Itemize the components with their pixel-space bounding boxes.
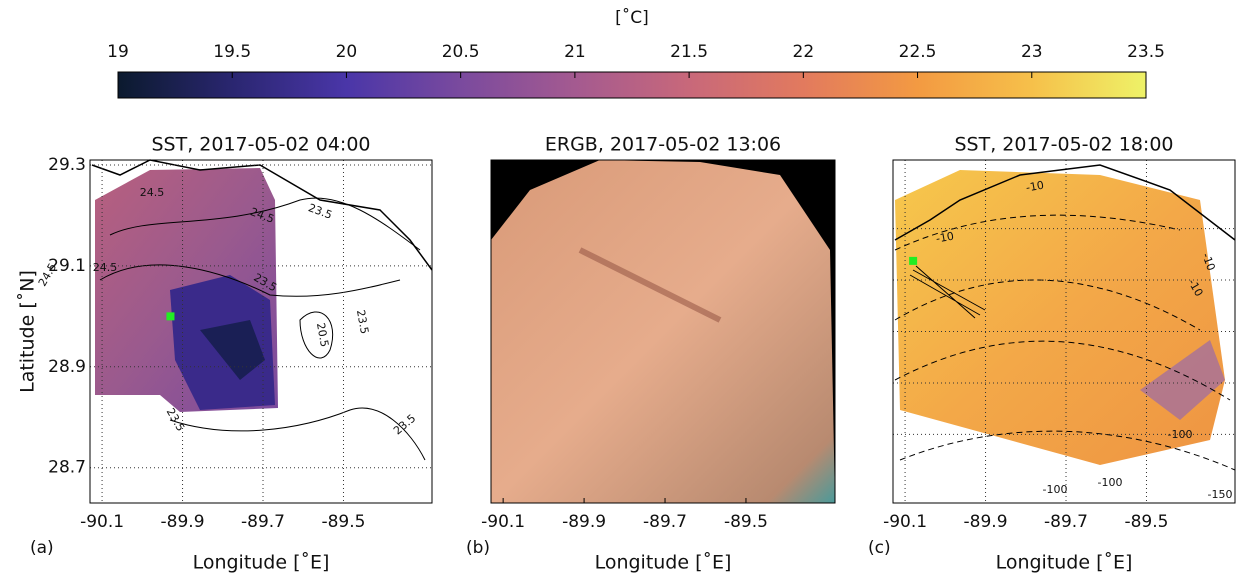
x-tick-label: -89.5 — [321, 512, 365, 532]
colorbar-label: [˚C] — [615, 7, 649, 28]
contour-label: 23.5 — [391, 412, 418, 438]
panel-label: (c) — [868, 538, 891, 558]
x-tick-label: -90.1 — [481, 512, 525, 532]
colorbar-tick-label: 19.5 — [213, 42, 251, 62]
colorbar-tick-label: 21.5 — [670, 42, 708, 62]
x-tick-label: -89.7 — [1044, 512, 1088, 532]
y-tick-label: 28.7 — [48, 458, 86, 478]
x-axis-label: Longitude [˚E] — [193, 552, 330, 574]
contour-label: -100 — [1168, 428, 1193, 441]
panel-title: ERGB, 2017-05-02 13:06 — [545, 134, 781, 156]
x-axis-label: Longitude [˚E] — [595, 552, 732, 574]
site-marker — [166, 312, 174, 320]
x-tick-label: -89.9 — [964, 512, 1008, 532]
figure: [˚C] 19 19.5 20 20.5 21 21.5 22 22.5 23 23.5 SST, 2… — [0, 0, 1242, 580]
colorbar-tick-label: 22 — [793, 42, 815, 62]
colorbar-tick-label: 23 — [1021, 42, 1043, 62]
colorbar-tick-label: 20 — [336, 42, 358, 62]
y-axis-label: Latitude [˚N] — [17, 270, 39, 393]
x-tick-label: -90.1 — [80, 512, 124, 532]
contour-label: -100 — [1043, 483, 1068, 496]
x-tick-label: -89.7 — [241, 512, 285, 532]
contour-label: 24.5 — [140, 186, 165, 199]
x-tick-label: -89.7 — [643, 512, 687, 532]
colorbar — [118, 72, 1146, 98]
y-tick-label: 29.3 — [48, 155, 86, 175]
x-tick-label: -90.1 — [883, 512, 927, 532]
x-axis-label: Longitude [˚E] — [996, 552, 1133, 574]
panel-title: SST, 2017-05-02 18:00 — [954, 134, 1173, 156]
x-tick-label: -89.9 — [161, 512, 205, 532]
contour-label: 20.5 — [314, 322, 331, 348]
contour-label: 23.5 — [306, 201, 333, 222]
ergb-image — [491, 160, 835, 503]
panel-title: SST, 2017-05-02 04:00 — [151, 134, 370, 156]
panel-label: (b) — [466, 538, 490, 558]
site-marker — [909, 257, 917, 265]
colorbar-tick-label: 23.5 — [1127, 42, 1165, 62]
contour-label: -150 — [1208, 488, 1233, 501]
y-tick-label: 28.9 — [48, 357, 86, 377]
sst-swath — [895, 170, 1225, 465]
x-tick-label: -89.5 — [724, 512, 768, 532]
colorbar-tick-label: 20.5 — [442, 42, 480, 62]
contour — [170, 408, 425, 460]
colorbar-tick-label: 19 — [107, 42, 129, 62]
contour-label: -100 — [1098, 476, 1123, 489]
x-tick-label: -89.5 — [1124, 512, 1168, 532]
panel-label: (a) — [30, 538, 54, 558]
contour-label: 23.5 — [354, 309, 371, 335]
colorbar-tick-label: 21 — [564, 42, 586, 62]
colorbar-tick-label: 22.5 — [899, 42, 937, 62]
x-tick-label: -89.9 — [562, 512, 606, 532]
contour-label: 24.5 — [93, 261, 118, 274]
